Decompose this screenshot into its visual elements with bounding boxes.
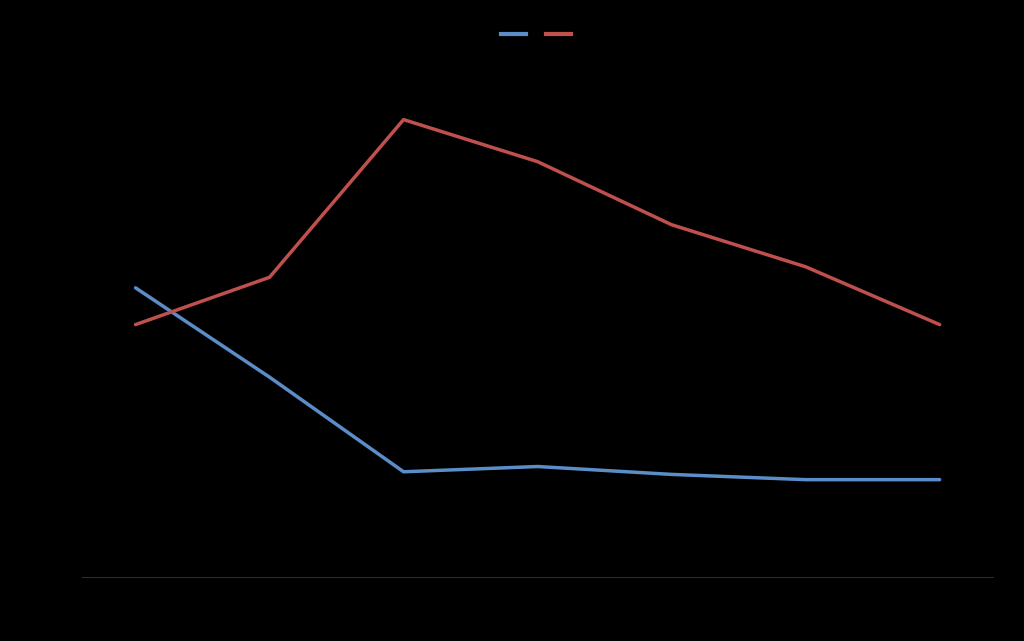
Legend: , : , (496, 21, 580, 47)
